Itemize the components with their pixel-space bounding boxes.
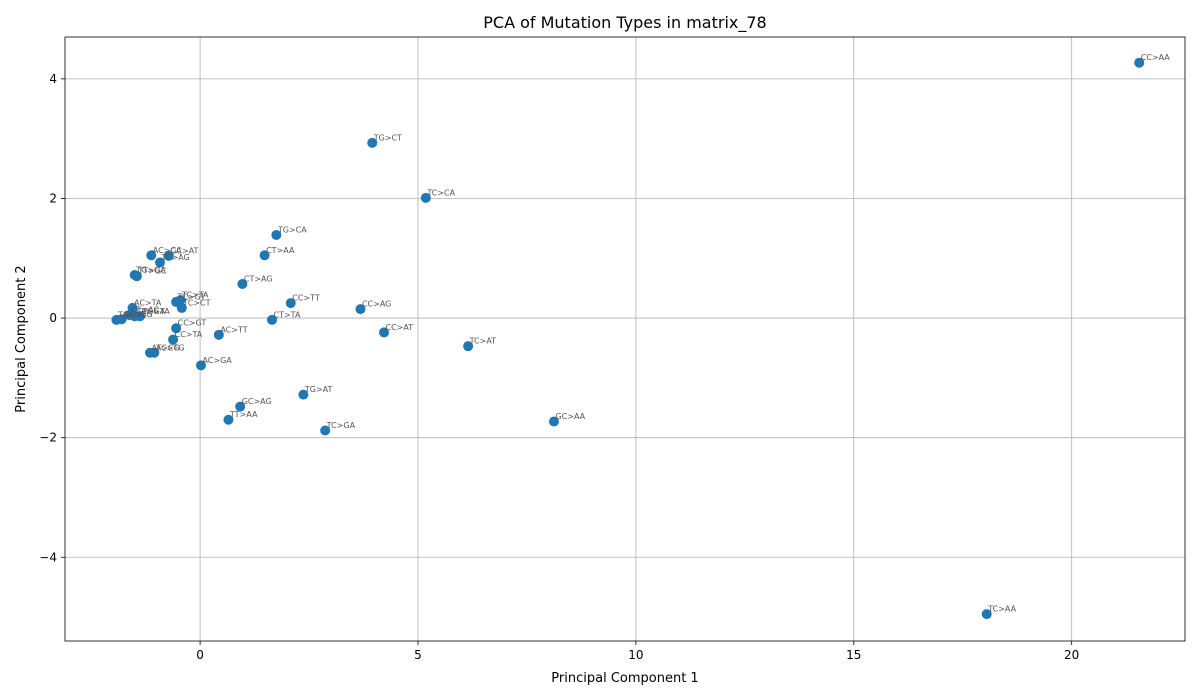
data-point-label: AT>CG <box>151 343 179 352</box>
data-point-label: CT>TA <box>274 310 301 319</box>
data-point <box>463 341 474 352</box>
data-point <box>171 323 182 334</box>
data-point <box>111 314 122 325</box>
data-point-label: CG>TA <box>141 307 170 316</box>
data-point <box>223 414 234 425</box>
data-point <box>298 389 309 400</box>
data-point <box>285 298 296 309</box>
data-point-label: TG>GA <box>135 266 166 275</box>
data-point-label: TC>AT <box>469 337 497 346</box>
data-point-label: CC>GT <box>178 319 207 328</box>
data-point <box>271 229 282 240</box>
data-point <box>171 296 182 307</box>
data-point-label: CT>AG <box>244 274 273 283</box>
data-point-label: AC>TT <box>220 325 247 334</box>
data-point <box>129 270 140 281</box>
data-point <box>195 360 206 371</box>
data-point <box>320 425 331 436</box>
y-tick-label: 4 <box>49 72 57 86</box>
y-tick-label: 0 <box>49 311 57 325</box>
x-tick-label: 10 <box>628 648 643 662</box>
ticks-layer: 0 5 10 15 20 −4 −2 0 2 4 <box>39 72 1079 662</box>
data-point <box>155 257 166 268</box>
data-point <box>355 304 366 315</box>
data-point-label: GC>AG <box>242 397 272 406</box>
data-point-label: TC>GT <box>177 292 206 301</box>
data-point-label: AC>CA <box>153 246 182 255</box>
x-tick-label: 0 <box>196 648 204 662</box>
data-point <box>981 609 992 620</box>
x-tick-label: 20 <box>1064 648 1079 662</box>
data-point <box>420 192 431 203</box>
x-axis-title: Principal Component 1 <box>551 671 698 686</box>
data-point-label: CT>AA <box>266 246 295 255</box>
x-tick-label: 15 <box>846 648 861 662</box>
y-axis-title: Principal Component 2 <box>14 265 29 412</box>
data-point-label: TG>CT <box>373 133 402 142</box>
data-point-label: TC>CA <box>426 188 455 197</box>
data-point <box>237 278 248 289</box>
data-point <box>259 250 270 261</box>
data-point-label: TC>TA <box>181 291 209 300</box>
data-point <box>163 250 174 261</box>
data-point <box>379 327 390 338</box>
data-point-label: TC>AG <box>161 253 190 262</box>
data-point <box>548 416 559 427</box>
data-point <box>367 137 378 148</box>
data-point-label: CT>GA <box>136 307 165 316</box>
y-tick-label: −2 <box>39 431 57 445</box>
data-point-label: AC>TA <box>134 298 162 307</box>
data-point-label: GC>AT <box>170 246 198 255</box>
y-tick-label: 2 <box>49 191 57 205</box>
data-point <box>213 329 224 340</box>
data-point-label: TT>AA <box>229 410 258 419</box>
data-point <box>235 401 246 412</box>
x-tick-label: 5 <box>414 648 422 662</box>
data-point-label: CC>AT <box>386 323 414 332</box>
data-point <box>1134 57 1145 68</box>
chart-title: PCA of Mutation Types in matrix_78 <box>483 13 766 33</box>
data-point-label: GC>AA <box>555 412 585 421</box>
data-point-label: CC>AG <box>362 300 391 309</box>
data-point-label: TC>CT <box>182 298 210 307</box>
data-point-label: TC>AA <box>987 605 1016 614</box>
data-point-label: TA>GG <box>117 310 147 319</box>
data-point-label: TC>GA <box>326 421 356 430</box>
data-point <box>168 334 179 345</box>
data-point-label: CC>TA <box>175 330 203 339</box>
data-point-label: CC>AA <box>1141 53 1171 62</box>
data-point <box>144 347 155 358</box>
data-point-label: AC>TG <box>156 343 185 352</box>
plot-frame <box>64 36 1186 642</box>
points-layer <box>111 57 1145 620</box>
grid-layer <box>65 37 1185 641</box>
data-point-label: TG>AT <box>304 385 333 394</box>
data-point-label: CT>AC <box>131 306 160 315</box>
y-tick-label: −4 <box>39 550 57 564</box>
data-point-label: CC>TT <box>292 294 320 303</box>
data-point-label: TG>CA <box>277 225 307 234</box>
point-labels-layer: CC>AA TC>AA GC>AA TC>AT TC>CA CC>AT TG>CT CC>AG… <box>117 53 1170 613</box>
data-point-label: AC>GA <box>202 356 232 365</box>
data-point <box>267 314 278 325</box>
data-point-label: GC>TG <box>123 310 153 319</box>
data-point <box>124 310 135 321</box>
data-point-label: TT>GC <box>137 267 167 276</box>
data-point <box>146 250 157 261</box>
